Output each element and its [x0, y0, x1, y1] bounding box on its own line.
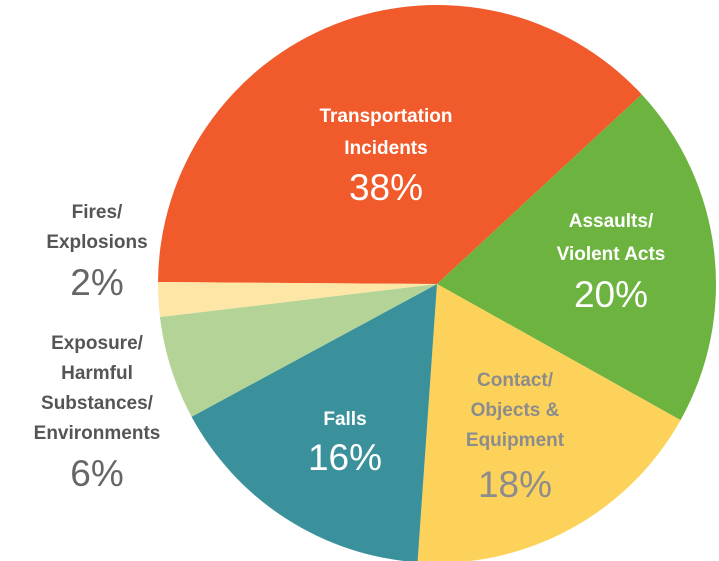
pie-slice	[159, 284, 437, 417]
value-label: 38%	[349, 167, 423, 208]
value-label: 2%	[70, 262, 123, 303]
value-label: 6%	[70, 453, 123, 494]
pie-slice	[158, 282, 437, 318]
slice-label: Harmful	[61, 363, 133, 384]
slice-label: Incidents	[344, 138, 427, 159]
slice-label: Falls	[323, 409, 366, 430]
slice-label: Contact/	[477, 370, 554, 391]
pie-slice	[191, 284, 437, 561]
slice-label: Substances/	[41, 393, 154, 414]
pie-slice	[158, 5, 642, 285]
value-label: 16%	[308, 437, 382, 478]
value-label: 20%	[574, 274, 648, 315]
slice-label: Violent Acts	[557, 244, 666, 265]
slice-label: Fires/	[72, 202, 123, 223]
pie-slice	[417, 284, 681, 561]
value-label: 18%	[478, 464, 552, 505]
slice-label: Equipment	[466, 430, 565, 451]
slice-label: Assaults/	[569, 211, 654, 232]
slice-label: Environments	[34, 423, 161, 444]
slice-label: Exposure/	[51, 333, 144, 354]
slice-label: Transportation	[319, 106, 452, 127]
slice-label: Objects &	[471, 400, 560, 421]
pie-slice	[437, 94, 716, 421]
slice-label: Explosions	[46, 232, 147, 253]
